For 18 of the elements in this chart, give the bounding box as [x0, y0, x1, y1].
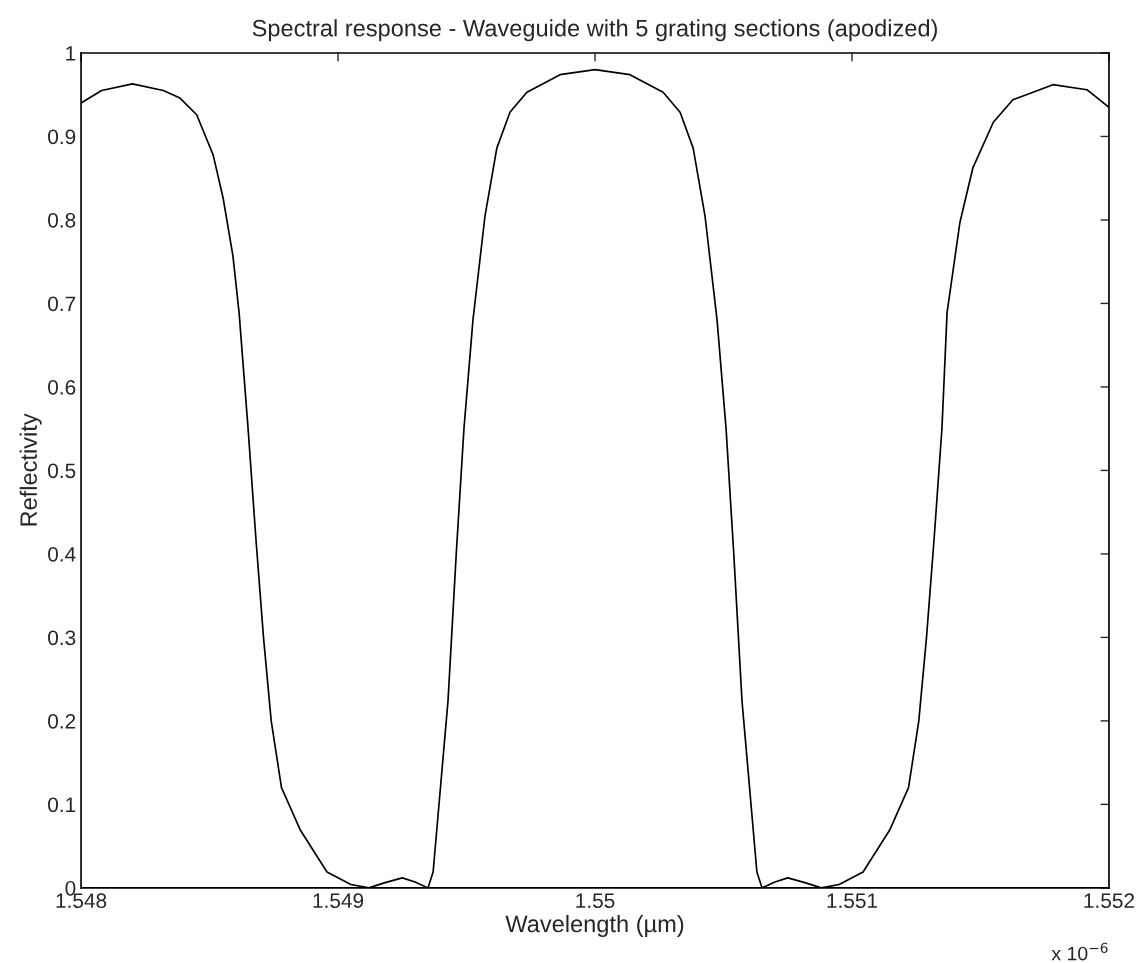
y-axis-title: Reflectivity [19, 413, 42, 526]
x-tick-label: 1.55 [576, 893, 615, 909]
text: x 10$^{−6}$ [1051, 942, 1108, 961]
chart-title: Spectral response - Waveguide with 5 grating sections (apodized) [252, 19, 937, 42]
y-tick-label: 0.3 [48, 630, 76, 646]
y-tick-label: 0.8 [48, 212, 76, 228]
x-tick-label: 1.551 [827, 893, 878, 909]
y-tick-label: 0.4 [48, 546, 76, 562]
x-axis-title: Wavelength (µm) [505, 914, 684, 937]
y-tick-label: 0.7 [48, 296, 76, 312]
y-tick-label: 0.1 [48, 797, 76, 813]
y-tick-label: 0.5 [48, 463, 76, 479]
y-tick-label: 1 [66, 46, 76, 61]
x-tick-label: 1.552 [1084, 893, 1134, 909]
y-tick-label: 0.2 [48, 713, 76, 729]
x-tick-label: 1.549 [313, 893, 364, 909]
y-tick-label: 0.6 [48, 379, 76, 395]
y-tick-label: 0.9 [48, 129, 76, 145]
